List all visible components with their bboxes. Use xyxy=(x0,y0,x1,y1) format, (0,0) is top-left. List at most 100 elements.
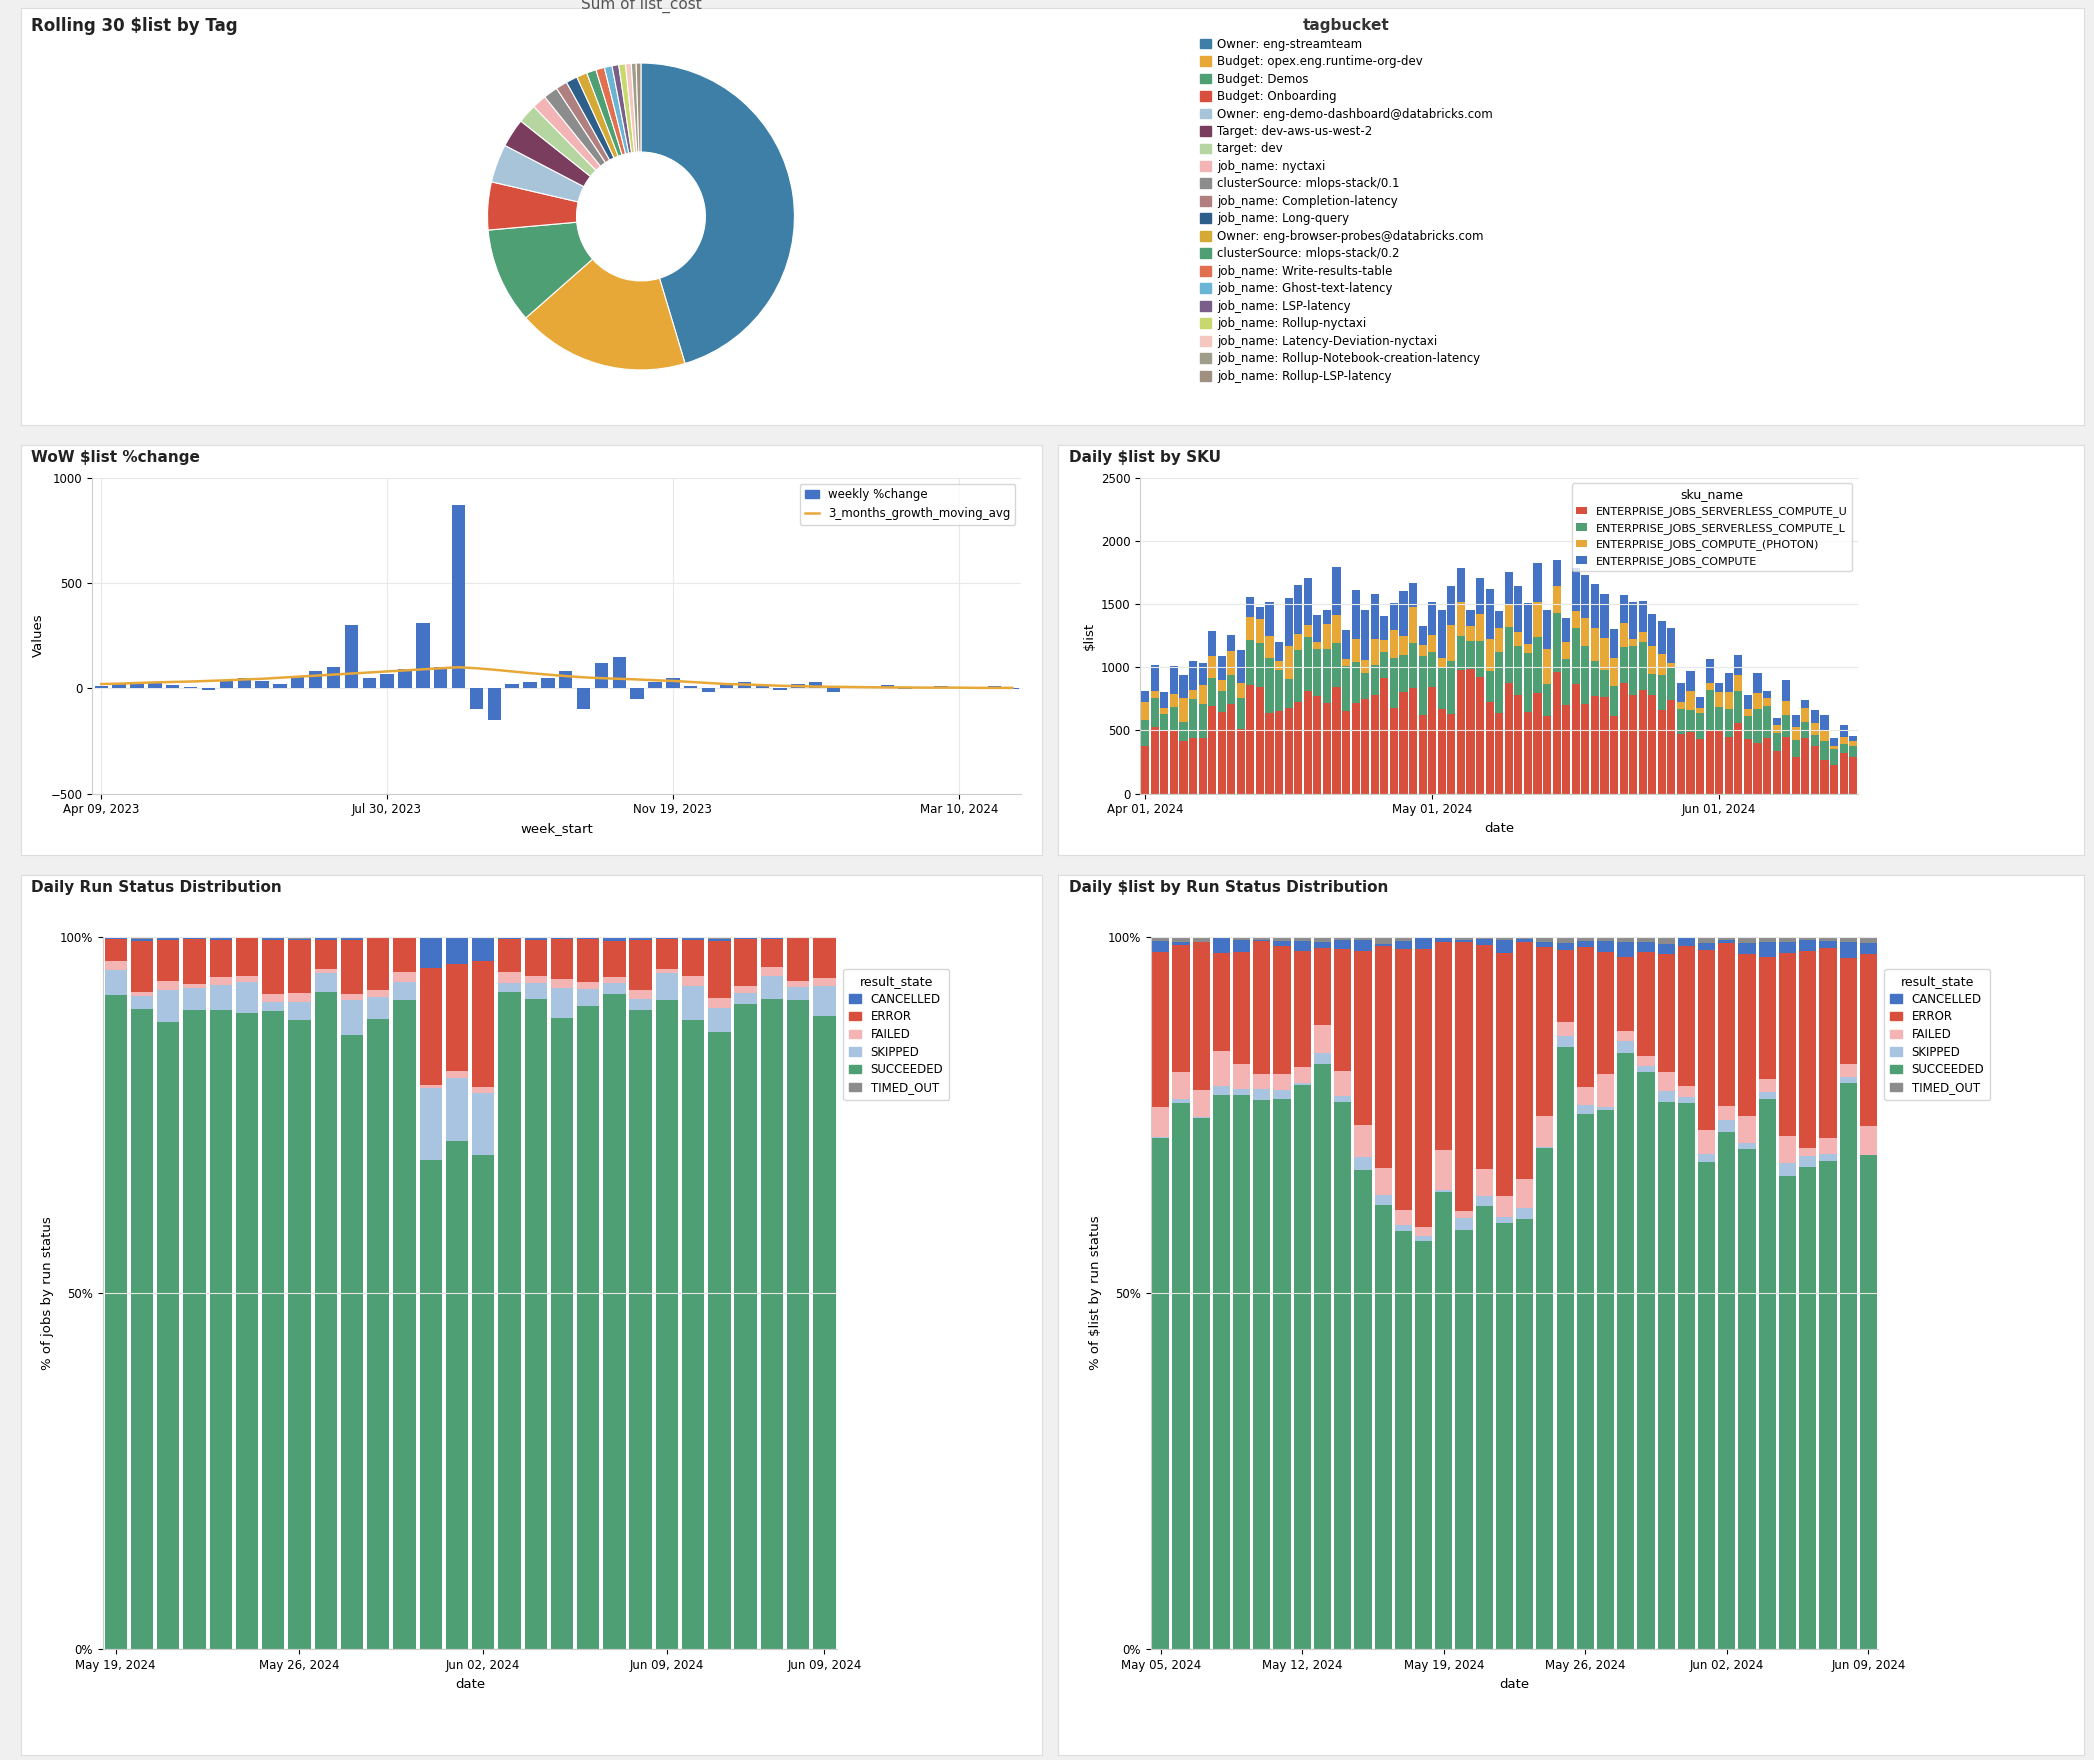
Bar xyxy=(1677,709,1686,734)
Bar xyxy=(1284,709,1292,794)
Bar xyxy=(1294,1086,1311,1649)
Bar xyxy=(157,989,180,1021)
Bar xyxy=(1455,1218,1472,1230)
Bar xyxy=(1152,1107,1168,1137)
Bar xyxy=(1719,1132,1736,1649)
Bar xyxy=(446,1140,469,1649)
Bar xyxy=(1485,590,1493,639)
Bar xyxy=(1351,639,1359,662)
Bar xyxy=(1194,1118,1210,1649)
Bar xyxy=(1792,727,1801,739)
Bar xyxy=(1581,704,1589,794)
Bar xyxy=(1677,945,1694,1086)
Bar xyxy=(1428,686,1436,794)
Bar xyxy=(1792,757,1801,794)
Bar xyxy=(1715,692,1723,708)
Y-axis label: % of $list by run status: % of $list by run status xyxy=(1089,1216,1101,1371)
Bar xyxy=(1173,1104,1189,1649)
Bar xyxy=(469,688,484,709)
Bar xyxy=(1265,658,1273,713)
Bar xyxy=(1629,602,1638,639)
Bar xyxy=(262,936,285,938)
Bar xyxy=(1839,957,1857,1063)
Bar xyxy=(1619,623,1627,646)
Bar xyxy=(1284,646,1292,679)
Bar xyxy=(1782,679,1790,700)
Bar xyxy=(209,940,232,977)
Bar xyxy=(1152,699,1158,727)
Bar xyxy=(1208,656,1217,678)
Bar xyxy=(1334,1096,1351,1102)
Bar xyxy=(314,940,337,968)
Bar xyxy=(1859,954,1876,1126)
Bar xyxy=(708,1031,731,1649)
Bar xyxy=(1658,674,1667,709)
Bar xyxy=(1227,635,1235,651)
Bar xyxy=(1820,942,1836,947)
Bar xyxy=(1409,644,1418,688)
Bar xyxy=(934,686,946,688)
Bar xyxy=(130,942,153,993)
Bar xyxy=(1629,639,1638,646)
Wedge shape xyxy=(526,259,685,370)
Bar xyxy=(1707,732,1713,794)
Bar xyxy=(1428,602,1436,635)
Bar xyxy=(314,968,337,973)
Bar xyxy=(1466,627,1474,641)
Bar xyxy=(1677,1104,1694,1649)
Bar xyxy=(578,1005,599,1649)
Bar xyxy=(1562,704,1570,794)
Bar xyxy=(1238,649,1246,683)
Bar xyxy=(1334,936,1351,940)
Bar xyxy=(559,671,572,688)
Bar xyxy=(760,998,783,1649)
Bar xyxy=(1212,1086,1229,1095)
Bar xyxy=(683,986,704,1021)
Bar xyxy=(1332,642,1340,686)
Bar xyxy=(1179,674,1187,699)
Bar xyxy=(1332,616,1340,642)
Bar xyxy=(1738,936,1755,943)
Bar xyxy=(1395,1225,1411,1232)
Bar xyxy=(1839,942,1857,957)
Bar xyxy=(1372,639,1378,665)
Bar xyxy=(417,623,429,688)
Bar xyxy=(1294,584,1302,634)
Bar xyxy=(1686,671,1694,690)
Bar xyxy=(1355,940,1372,950)
Bar xyxy=(655,1000,678,1649)
Bar xyxy=(1780,936,1797,942)
Bar xyxy=(1152,952,1168,1107)
Bar xyxy=(184,940,205,984)
Bar xyxy=(1707,660,1713,683)
Bar xyxy=(1839,1077,1857,1082)
Bar xyxy=(524,938,547,940)
Bar xyxy=(1581,618,1589,646)
Bar xyxy=(1380,651,1388,678)
Bar xyxy=(1194,942,1210,1089)
Bar xyxy=(603,994,626,1649)
Bar xyxy=(1581,576,1589,618)
Bar xyxy=(1658,936,1675,943)
Bar xyxy=(760,966,783,977)
Bar xyxy=(683,975,704,986)
Bar xyxy=(1390,630,1399,658)
Bar xyxy=(1434,1192,1453,1649)
Legend: Owner: eng-streamteam, Budget: opex.eng.runtime-org-dev, Budget: Demos, Budget: : Owner: eng-streamteam, Budget: opex.eng.… xyxy=(1200,18,1493,382)
Wedge shape xyxy=(637,63,641,151)
Bar xyxy=(1516,1207,1533,1220)
Bar xyxy=(708,1008,731,1031)
Bar xyxy=(787,1000,808,1649)
Bar xyxy=(1455,1230,1472,1649)
Bar xyxy=(603,942,626,977)
Bar xyxy=(1390,604,1399,630)
Bar xyxy=(1859,1126,1876,1155)
Bar xyxy=(1763,699,1772,706)
Wedge shape xyxy=(641,63,794,364)
Bar xyxy=(1466,611,1474,627)
Bar xyxy=(1361,672,1369,699)
Wedge shape xyxy=(488,222,593,319)
Bar xyxy=(1638,1067,1654,1072)
Bar xyxy=(1658,943,1675,954)
Bar xyxy=(735,936,756,940)
